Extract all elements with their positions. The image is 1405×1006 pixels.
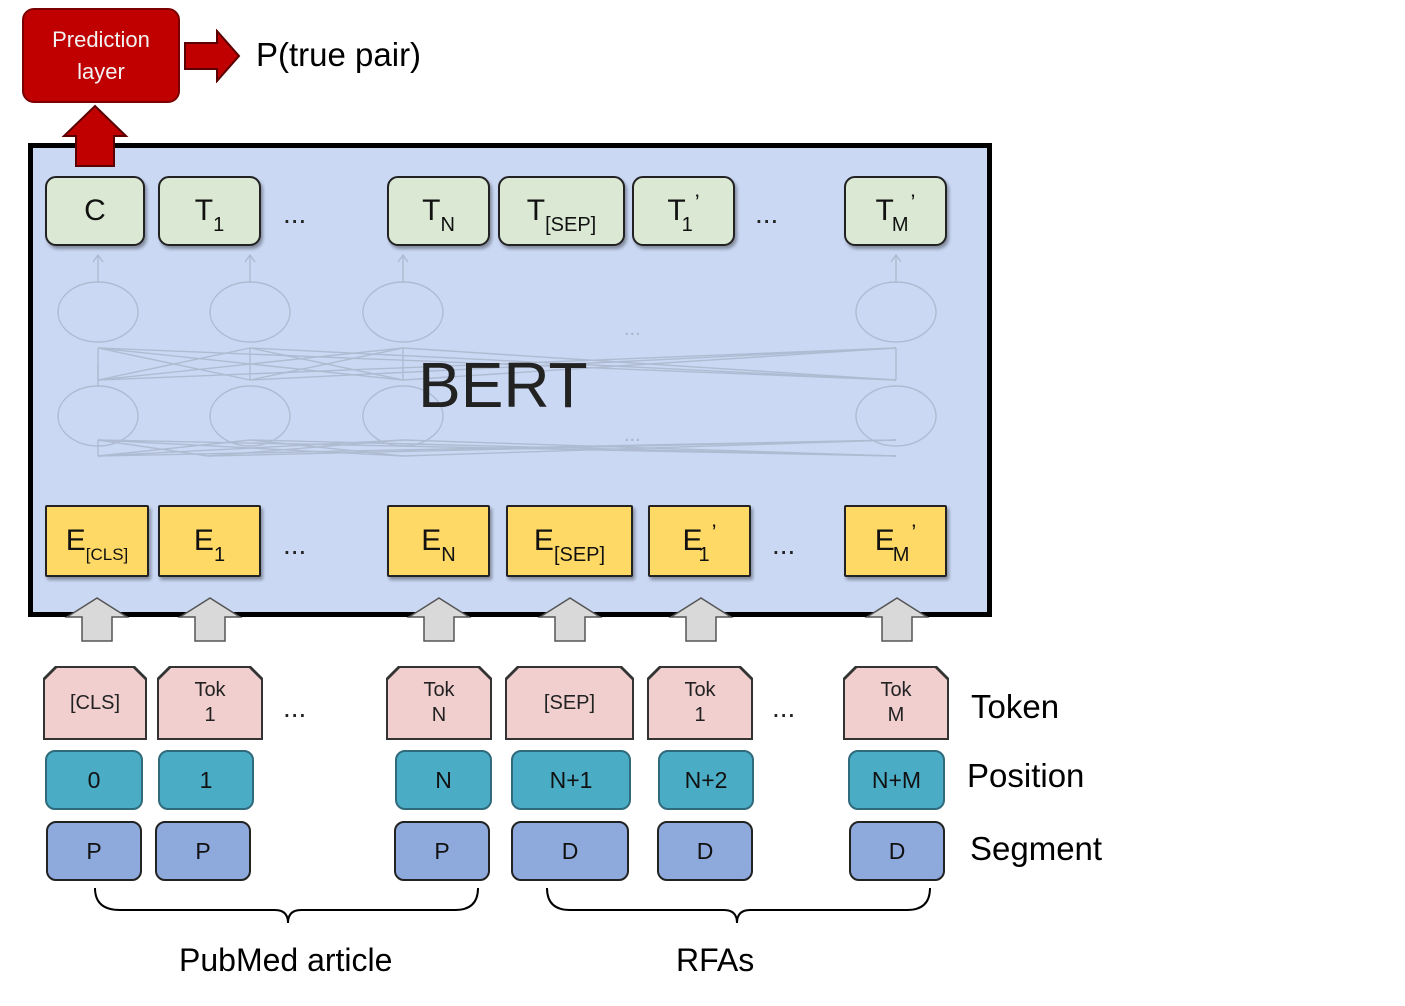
token-line2: 1 <box>694 704 706 726</box>
position-box: 1 <box>158 750 254 810</box>
group-label-pubmed: PubMed article <box>179 942 393 978</box>
token-line2: M <box>887 704 905 726</box>
output-main: T <box>194 194 214 227</box>
segment-box: D <box>849 821 945 881</box>
network-connections-graphic <box>57 253 937 457</box>
embedding-sub: 1 <box>213 543 226 566</box>
output-ellipsis-2: ... <box>755 198 779 229</box>
group-label-rfas: RFAs <box>676 942 755 978</box>
embedding-box-esep: E [SEP] <box>506 505 633 577</box>
token-line1: [SEP] <box>543 691 596 714</box>
output-main: T <box>526 194 546 227</box>
row-label-position: Position <box>967 757 1085 794</box>
output-sub: M <box>891 213 909 236</box>
embedding-main: E <box>874 524 895 557</box>
token-line1: Tok <box>880 679 912 701</box>
token-line1: Tok <box>423 679 455 701</box>
token-box-tok1: Tok 1 <box>159 668 261 738</box>
output-sub: [SEP] <box>545 213 597 236</box>
bert-label: BERT <box>418 349 588 421</box>
segment-box: P <box>394 821 490 881</box>
output-probability-label: P(true pair) <box>256 36 422 73</box>
output-ellipsis-1: ... <box>283 198 307 229</box>
token-box-sep: [SEP] <box>507 668 632 738</box>
embedding-box-e1-prime: E 1’ <box>648 505 751 577</box>
segment-box: D <box>657 821 753 881</box>
token-box-tokm: Tok M <box>845 668 947 738</box>
embedding-main: E <box>421 524 442 557</box>
output-sub: N <box>440 213 455 236</box>
embedding-sup: ’ <box>711 520 717 545</box>
prediction-layer-line1: Prediction <box>52 26 150 52</box>
embedding-main: E <box>65 524 86 557</box>
embedding-main: E <box>193 524 214 557</box>
output-box-tsep: T [SEP] <box>498 176 625 246</box>
output-box-tm-prime: T M’ <box>844 176 947 246</box>
embedding-sub: 1 <box>698 543 710 566</box>
up-arrow-to-prediction-icon <box>61 104 129 167</box>
output-sub: 1 <box>681 213 693 236</box>
group-braces-graphic <box>94 887 931 924</box>
embedding-box-em-prime: E M’ <box>844 505 947 577</box>
token-ellipsis-2: ... <box>772 692 796 723</box>
output-main: T <box>875 194 894 227</box>
embedding-ellipsis-1: ... <box>283 529 307 560</box>
token-line1: Tok <box>194 679 226 701</box>
embedding-sub: N <box>441 543 456 566</box>
token-box-tokn: Tok N <box>388 668 490 738</box>
hidden-layer-dots-upper: ... <box>624 318 641 340</box>
input-arrows-graphic <box>64 597 930 642</box>
output-arrow-icon <box>184 29 241 83</box>
embedding-sub: M <box>892 543 910 566</box>
output-main: C <box>84 194 106 227</box>
prediction-layer-line2: layer <box>77 58 125 84</box>
segment-box: P <box>155 821 251 881</box>
output-main: T <box>667 194 686 227</box>
token-box-tok1-prime: Tok 1 <box>649 668 751 738</box>
embedding-main: E <box>682 524 703 557</box>
token-box-cls: [CLS] <box>45 668 145 738</box>
hidden-layer-dots-lower: ... <box>624 424 641 446</box>
embedding-sub: [SEP] <box>553 543 606 566</box>
output-box-c: C <box>45 176 145 246</box>
embedding-sub: [CLS] <box>85 545 129 564</box>
output-sub: 1 <box>213 213 225 236</box>
embedding-box-cls: E [CLS] <box>45 505 149 577</box>
output-sup: ’ <box>910 190 916 215</box>
segment-box: P <box>46 821 142 881</box>
position-box: N+2 <box>658 750 754 810</box>
output-sup: ’ <box>694 190 700 215</box>
output-box-t1-prime: T 1’ <box>632 176 735 246</box>
token-line1: [CLS] <box>69 691 121 714</box>
position-box: N+1 <box>511 750 631 810</box>
position-box: 0 <box>45 750 143 810</box>
segment-box: D <box>511 821 629 881</box>
token-line1: Tok <box>684 679 716 701</box>
position-box: N <box>395 750 492 810</box>
prediction-layer-box: Prediction layer <box>22 8 180 103</box>
row-label-token: Token <box>971 688 1060 725</box>
row-label-segment: Segment <box>970 830 1103 867</box>
embedding-sup: ’ <box>911 520 917 545</box>
embedding-ellipsis-2: ... <box>772 529 796 560</box>
token-line2: N <box>431 704 447 726</box>
embedding-main: E <box>533 524 554 557</box>
token-line2: 1 <box>204 704 216 726</box>
token-ellipsis-1: ... <box>283 692 307 723</box>
position-box: N+M <box>848 750 945 810</box>
output-main: T <box>422 194 441 227</box>
